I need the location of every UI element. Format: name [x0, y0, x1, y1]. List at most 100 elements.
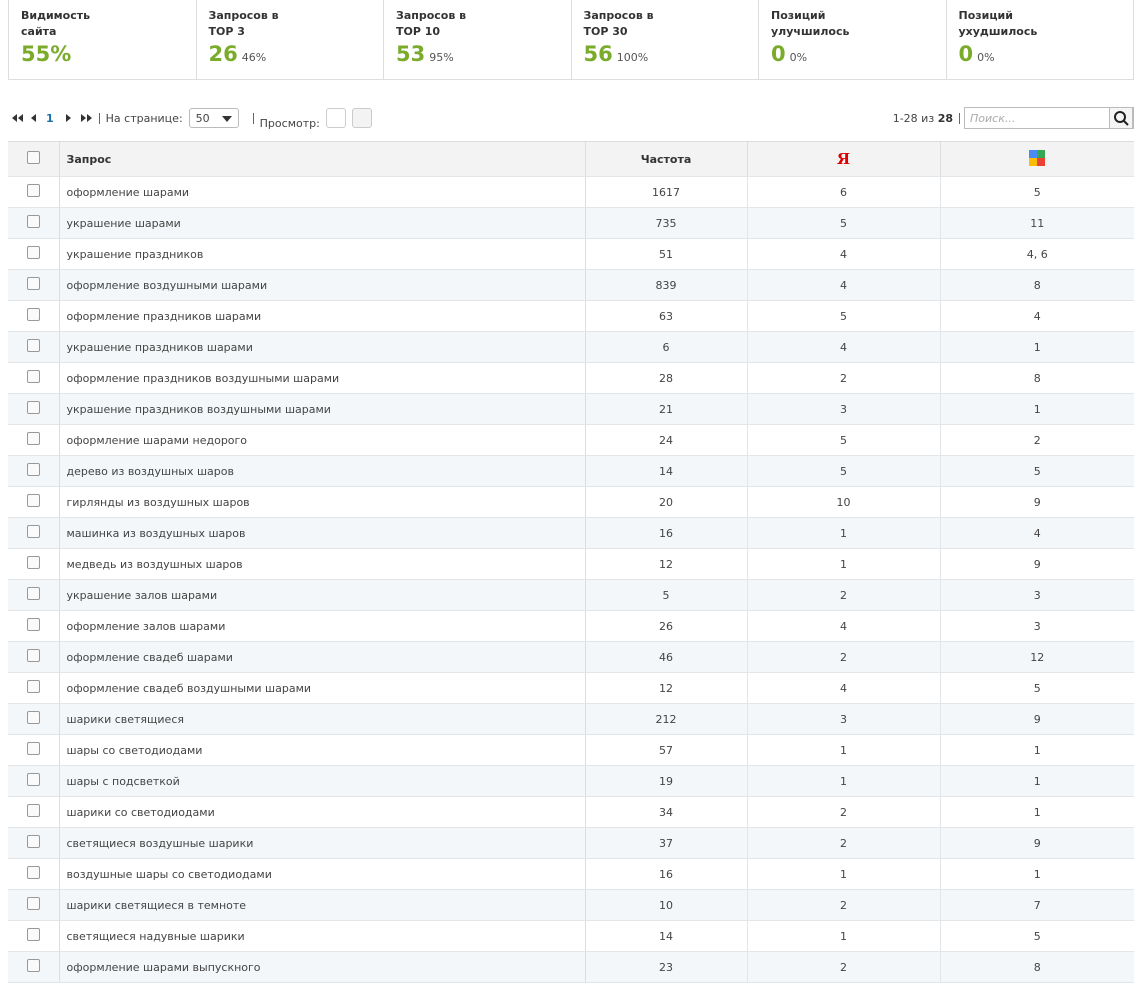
- yandex-position: 1: [746, 734, 940, 766]
- frequency: 19: [585, 765, 747, 797]
- checkbox[interactable]: [26, 370, 40, 383]
- query: машинка из воздушных шаров: [58, 517, 586, 549]
- checkbox[interactable]: [26, 432, 40, 445]
- yandex-position: 3: [746, 703, 940, 735]
- frequency: 735: [585, 207, 747, 239]
- yandex-position: 2: [746, 579, 940, 611]
- frequency: 6: [585, 331, 747, 363]
- checkbox[interactable]: [26, 680, 40, 693]
- select-cell: [8, 641, 59, 673]
- header-yandex: Я: [746, 141, 940, 177]
- checkbox[interactable]: [26, 773, 40, 786]
- google-position: 8: [939, 951, 1134, 983]
- stats-panel: Видимость сайта 55% Запросов в TOP 3 26 46% Зап…: [8, 0, 1134, 80]
- next-page[interactable]: [65, 114, 71, 122]
- checkbox[interactable]: [26, 618, 40, 631]
- view-grid-button[interactable]: [351, 108, 372, 128]
- table-row: шары с подсветкой 19 1 1: [8, 765, 1134, 797]
- checkbox[interactable]: [26, 246, 40, 259]
- query: светящиеся надувные шарики: [58, 920, 586, 952]
- google-position: 1: [939, 734, 1134, 766]
- first-page[interactable]: [12, 114, 17, 122]
- checkbox[interactable]: [26, 308, 40, 321]
- first-page[interactable]: [18, 114, 23, 122]
- stat-card: Запросов в TOP 30 56 100%: [570, 0, 759, 79]
- yandex-position: 3: [746, 393, 940, 425]
- select-cell: [8, 362, 59, 394]
- yandex-position: 10: [746, 486, 940, 518]
- toolbar: 1 На странице: 50 Просмотр: 1-28 из 28 П…: [12, 106, 1134, 130]
- table-row: светящиеся воздушные шарики 37 2 9: [8, 827, 1134, 859]
- search-button[interactable]: [1109, 107, 1133, 129]
- select-cell: [8, 207, 59, 239]
- checkbox[interactable]: [26, 401, 40, 414]
- select-cell: [8, 486, 59, 518]
- page-number[interactable]: 1: [46, 111, 54, 125]
- stat-label-line: Позиций: [958, 9, 1013, 22]
- header-frequency: Частота: [585, 141, 747, 177]
- select-cell: [8, 951, 59, 983]
- stat-card: Позиций улучшилось 0 0%: [758, 0, 946, 79]
- checkbox[interactable]: [26, 184, 40, 197]
- header-google: [939, 141, 1134, 177]
- google-position: 5: [939, 920, 1134, 952]
- checkbox[interactable]: [26, 215, 40, 228]
- stat-label: Видимость сайта: [21, 8, 184, 40]
- frequency: 37: [585, 827, 747, 859]
- google-position: 9: [939, 827, 1134, 859]
- frequency: 839: [585, 269, 747, 301]
- checkbox[interactable]: [26, 463, 40, 476]
- checkbox[interactable]: [26, 556, 40, 569]
- checkbox[interactable]: [26, 866, 40, 879]
- checkbox[interactable]: [26, 742, 40, 755]
- view-sort-button[interactable]: [325, 108, 346, 128]
- stat-value: 56: [583, 42, 613, 66]
- yandex-position: 4: [746, 238, 940, 270]
- table-row: украшение шарами 735 5 11: [8, 207, 1134, 239]
- google-icon: [1029, 149, 1046, 166]
- google-position: 2: [939, 424, 1134, 456]
- checkbox[interactable]: [26, 525, 40, 538]
- stat-label-line: TOP 30: [583, 25, 628, 38]
- table-row: гирлянды из воздушных шаров 20 10 9: [8, 486, 1134, 518]
- checkbox[interactable]: [26, 151, 40, 164]
- select-cell: [8, 548, 59, 580]
- checkbox[interactable]: [26, 587, 40, 600]
- last-page[interactable]: [86, 114, 92, 122]
- separator: [959, 112, 960, 124]
- yandex-position: 2: [746, 796, 940, 828]
- stat-card: Запросов в TOP 3 26 46%: [195, 0, 384, 79]
- google-position: 1: [939, 796, 1134, 828]
- select-cell: [8, 300, 59, 332]
- checkbox[interactable]: [26, 277, 40, 290]
- select-cell: [8, 455, 59, 487]
- checkbox[interactable]: [26, 494, 40, 507]
- checkbox[interactable]: [26, 339, 40, 352]
- yandex-position: 1: [746, 548, 940, 580]
- stat-value: 55%: [21, 42, 72, 66]
- select-cell: [8, 672, 59, 704]
- prev-page[interactable]: [31, 114, 36, 122]
- checkbox[interactable]: [26, 804, 40, 817]
- last-page[interactable]: [80, 114, 86, 122]
- checkbox[interactable]: [26, 649, 40, 662]
- checkbox[interactable]: [26, 897, 40, 910]
- search-input[interactable]: Поиск...: [964, 107, 1134, 129]
- query: оформление праздников воздушными шарами: [58, 362, 586, 394]
- frequency: 28: [585, 362, 747, 394]
- checkbox[interactable]: [26, 835, 40, 848]
- table-row: медведь из воздушных шаров 12 1 9: [8, 548, 1134, 580]
- frequency: 51: [585, 238, 747, 270]
- checkbox[interactable]: [26, 928, 40, 941]
- google-position: 9: [939, 486, 1134, 518]
- checkbox[interactable]: [26, 959, 40, 972]
- checkbox[interactable]: [26, 711, 40, 724]
- frequency: 21: [585, 393, 747, 425]
- google-position: 8: [939, 269, 1134, 301]
- per-page-select[interactable]: 50: [188, 108, 239, 128]
- select-cell: [8, 393, 59, 425]
- stat-percent: 100%: [616, 51, 649, 64]
- frequency: 10: [585, 889, 747, 921]
- stat-value-row: 0 0%: [771, 42, 934, 66]
- google-position: 7: [939, 889, 1134, 921]
